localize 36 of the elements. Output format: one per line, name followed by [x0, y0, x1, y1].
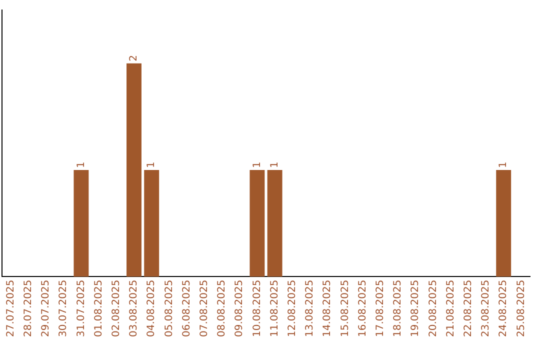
x-tick-label: 17.08.2025: [374, 280, 386, 338]
x-tick-label: 29.07.2025: [40, 280, 52, 338]
data-label: 1: [252, 162, 263, 168]
x-tick-label: 18.08.2025: [392, 280, 404, 338]
x-tick-label: 31.07.2025: [76, 280, 87, 338]
data-label: 1: [498, 162, 510, 168]
x-tick-label: 04.08.2025: [146, 280, 158, 338]
x-tick-label: 01.08.2025: [93, 280, 104, 338]
data-label: 1: [146, 162, 158, 168]
x-tick-label: 12.08.2025: [286, 280, 298, 338]
x-tick-label: 16.08.2025: [357, 280, 368, 338]
x-tick-label: 19.08.2025: [410, 280, 422, 338]
x-tick-label: 13.08.2025: [304, 280, 316, 338]
x-tick-label: 21.08.2025: [445, 280, 456, 338]
x-tick-label: 07.08.2025: [198, 280, 210, 338]
x-tick-label: 11.08.2025: [269, 280, 280, 338]
x-tick-label: 30.07.2025: [58, 280, 70, 338]
data-label: 1: [76, 162, 87, 168]
x-tick-label: 05.08.2025: [164, 280, 175, 338]
x-tick-label: 02.08.2025: [110, 280, 122, 338]
x-tick-label: 10.08.2025: [252, 280, 263, 338]
x-tick-label: 25.08.2025: [516, 280, 527, 338]
x-tick-label: 24.08.2025: [498, 280, 510, 338]
x-tick-label: 14.08.2025: [322, 280, 334, 338]
x-tick-label: 08.08.2025: [216, 280, 228, 338]
x-tick-label: 27.07.2025: [5, 280, 16, 338]
data-label: 1: [269, 162, 280, 168]
x-tick-label: 28.07.2025: [22, 280, 34, 338]
x-tick-label: 20.08.2025: [428, 280, 439, 338]
x-tick-label: 15.08.2025: [340, 280, 351, 338]
x-tick-label: 03.08.2025: [128, 280, 140, 338]
x-tick-label: 09.08.2025: [234, 280, 246, 338]
x-tick-label: 06.08.2025: [181, 280, 192, 338]
x-tick-label: 22.08.2025: [462, 280, 474, 338]
x-tick-label: 23.08.2025: [480, 280, 492, 338]
data-label: 2: [128, 54, 140, 62]
